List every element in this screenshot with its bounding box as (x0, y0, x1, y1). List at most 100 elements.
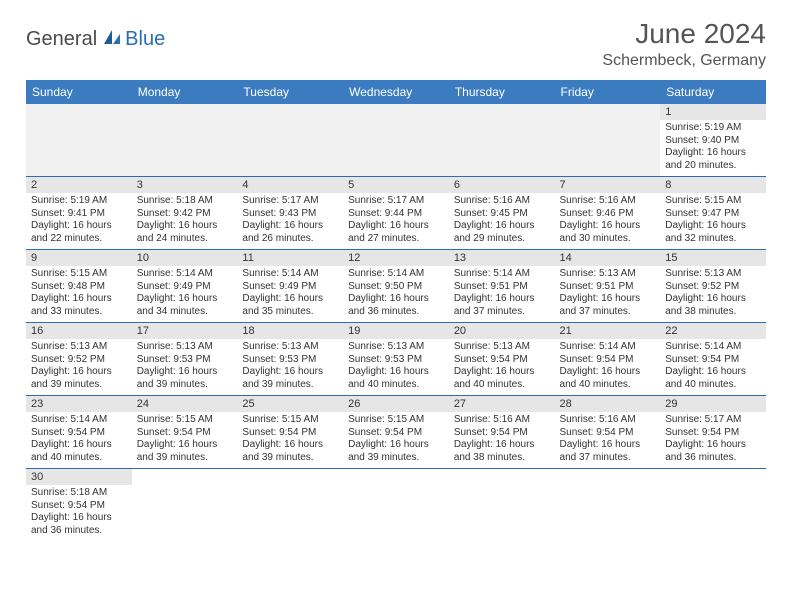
day-number: 22 (660, 323, 766, 339)
daylight-text: Daylight: 16 hours and 39 minutes. (348, 439, 444, 464)
day-number: 8 (660, 177, 766, 193)
day-cell: 19Sunrise: 5:13 AMSunset: 9:53 PMDayligh… (343, 323, 449, 396)
day-details: Sunrise: 5:14 AMSunset: 9:50 PMDaylight:… (343, 266, 449, 322)
sunset-text: Sunset: 9:46 PM (560, 208, 656, 221)
sunset-text: Sunset: 9:47 PM (665, 208, 761, 221)
weekday-header: Wednesday (343, 80, 449, 104)
daylight-text: Daylight: 16 hours and 39 minutes. (137, 366, 233, 391)
day-number: 9 (26, 250, 132, 266)
daylight-text: Daylight: 16 hours and 20 minutes. (665, 147, 761, 172)
day-cell: 29Sunrise: 5:17 AMSunset: 9:54 PMDayligh… (660, 396, 766, 469)
weekday-header: Thursday (449, 80, 555, 104)
day-cell: 17Sunrise: 5:13 AMSunset: 9:53 PMDayligh… (132, 323, 238, 396)
sunrise-text: Sunrise: 5:18 AM (31, 487, 127, 500)
day-details: Sunrise: 5:14 AMSunset: 9:49 PMDaylight:… (237, 266, 343, 322)
day-number: 6 (449, 177, 555, 193)
day-number: 21 (555, 323, 661, 339)
day-cell: 15Sunrise: 5:13 AMSunset: 9:52 PMDayligh… (660, 250, 766, 323)
week-row: 16Sunrise: 5:13 AMSunset: 9:52 PMDayligh… (26, 323, 766, 396)
day-number: 26 (343, 396, 449, 412)
brand-part1: General (26, 28, 97, 51)
day-details: Sunrise: 5:15 AMSunset: 9:54 PMDaylight:… (132, 412, 238, 468)
sunrise-text: Sunrise: 5:13 AM (31, 341, 127, 354)
sunset-text: Sunset: 9:40 PM (665, 135, 761, 148)
day-cell: 5Sunrise: 5:17 AMSunset: 9:44 PMDaylight… (343, 177, 449, 250)
sunrise-text: Sunrise: 5:15 AM (665, 195, 761, 208)
sunrise-text: Sunrise: 5:16 AM (454, 195, 550, 208)
day-cell: 14Sunrise: 5:13 AMSunset: 9:51 PMDayligh… (555, 250, 661, 323)
week-row: 1 Sunrise: 5:19 AMSunset: 9:40 PMDaylight… (26, 104, 766, 177)
sunrise-text: Sunrise: 5:14 AM (242, 268, 338, 281)
day-cell: 3Sunrise: 5:18 AMSunset: 9:42 PMDaylight… (132, 177, 238, 250)
sunrise-text: Sunrise: 5:17 AM (242, 195, 338, 208)
day-cell: 8Sunrise: 5:15 AMSunset: 9:47 PMDaylight… (660, 177, 766, 250)
daylight-text: Daylight: 16 hours and 40 minutes. (348, 366, 444, 391)
day-details: Sunrise: 5:17 AMSunset: 9:44 PMDaylight:… (343, 193, 449, 249)
day-number: 15 (660, 250, 766, 266)
empty-cell (555, 104, 661, 177)
sunrise-text: Sunrise: 5:19 AM (665, 122, 761, 135)
sunrise-text: Sunrise: 5:13 AM (137, 341, 233, 354)
weekday-header: Monday (132, 80, 238, 104)
day-details: Sunrise: 5:19 AMSunset: 9:41 PMDaylight:… (26, 193, 132, 249)
week-row: 23Sunrise: 5:14 AMSunset: 9:54 PMDayligh… (26, 396, 766, 469)
sunset-text: Sunset: 9:41 PM (31, 208, 127, 221)
day-details: Sunrise: 5:16 AMSunset: 9:54 PMDaylight:… (555, 412, 661, 468)
daylight-text: Daylight: 16 hours and 38 minutes. (454, 439, 550, 464)
daylight-text: Daylight: 16 hours and 40 minutes. (560, 366, 656, 391)
weekday-header: Sunday (26, 80, 132, 104)
sunset-text: Sunset: 9:54 PM (665, 427, 761, 440)
day-details: Sunrise: 5:18 AMSunset: 9:42 PMDaylight:… (132, 193, 238, 249)
sunset-text: Sunset: 9:49 PM (242, 281, 338, 294)
day-cell: 20Sunrise: 5:13 AMSunset: 9:54 PMDayligh… (449, 323, 555, 396)
day-details: Sunrise: 5:14 AMSunset: 9:54 PMDaylight:… (555, 339, 661, 395)
title-block: June 2024 Schermbeck, Germany (602, 18, 766, 70)
sunset-text: Sunset: 9:52 PM (665, 281, 761, 294)
daylight-text: Daylight: 16 hours and 40 minutes. (665, 366, 761, 391)
sunset-text: Sunset: 9:51 PM (454, 281, 550, 294)
daylight-text: Daylight: 16 hours and 39 minutes. (137, 439, 233, 464)
sunrise-text: Sunrise: 5:13 AM (560, 268, 656, 281)
sunrise-text: Sunrise: 5:13 AM (348, 341, 444, 354)
day-cell: 6Sunrise: 5:16 AMSunset: 9:45 PMDaylight… (449, 177, 555, 250)
sunrise-text: Sunrise: 5:15 AM (137, 414, 233, 427)
day-cell: 28Sunrise: 5:16 AMSunset: 9:54 PMDayligh… (555, 396, 661, 469)
sunrise-text: Sunrise: 5:15 AM (242, 414, 338, 427)
sunset-text: Sunset: 9:53 PM (242, 354, 338, 367)
day-number: 13 (449, 250, 555, 266)
sunset-text: Sunset: 9:54 PM (665, 354, 761, 367)
daylight-text: Daylight: 16 hours and 39 minutes. (31, 366, 127, 391)
day-details: Sunrise: 5:14 AMSunset: 9:54 PMDaylight:… (660, 339, 766, 395)
day-number: 14 (555, 250, 661, 266)
sunrise-text: Sunrise: 5:13 AM (242, 341, 338, 354)
day-number: 4 (237, 177, 343, 193)
sunset-text: Sunset: 9:54 PM (560, 354, 656, 367)
daylight-text: Daylight: 16 hours and 38 minutes. (665, 293, 761, 318)
day-details: Sunrise: 5:14 AMSunset: 9:49 PMDaylight:… (132, 266, 238, 322)
day-number: 12 (343, 250, 449, 266)
day-cell: 18Sunrise: 5:13 AMSunset: 9:53 PMDayligh… (237, 323, 343, 396)
empty-cell (343, 104, 449, 177)
day-number: 30 (26, 469, 132, 485)
sunrise-text: Sunrise: 5:14 AM (137, 268, 233, 281)
day-cell: 23Sunrise: 5:14 AMSunset: 9:54 PMDayligh… (26, 396, 132, 469)
weekday-header-row: Sunday Monday Tuesday Wednesday Thursday… (26, 80, 766, 104)
sunrise-text: Sunrise: 5:14 AM (665, 341, 761, 354)
weekday-header: Friday (555, 80, 661, 104)
daylight-text: Daylight: 16 hours and 39 minutes. (242, 439, 338, 464)
day-number: 19 (343, 323, 449, 339)
day-number: 1 (660, 104, 766, 120)
empty-cell (449, 104, 555, 177)
sunset-text: Sunset: 9:54 PM (242, 427, 338, 440)
sunrise-text: Sunrise: 5:14 AM (560, 341, 656, 354)
day-number: 3 (132, 177, 238, 193)
day-details: Sunrise: 5:13 AMSunset: 9:53 PMDaylight:… (343, 339, 449, 395)
daylight-text: Daylight: 16 hours and 29 minutes. (454, 220, 550, 245)
sunrise-text: Sunrise: 5:14 AM (348, 268, 444, 281)
daylight-text: Daylight: 16 hours and 36 minutes. (348, 293, 444, 318)
day-details: Sunrise: 5:15 AMSunset: 9:48 PMDaylight:… (26, 266, 132, 322)
calendar-table: Sunday Monday Tuesday Wednesday Thursday… (26, 80, 766, 541)
day-cell: 4Sunrise: 5:17 AMSunset: 9:43 PMDaylight… (237, 177, 343, 250)
empty-cell (660, 469, 766, 542)
sunset-text: Sunset: 9:42 PM (137, 208, 233, 221)
